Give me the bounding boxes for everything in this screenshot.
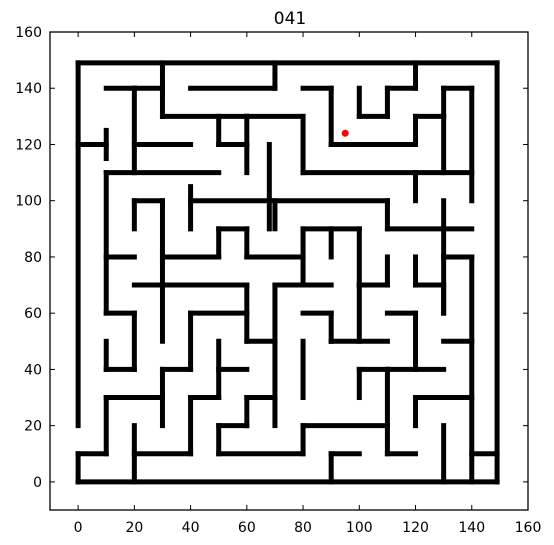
- y-tick-label: 80: [24, 250, 42, 266]
- x-tick-label: 100: [346, 520, 373, 536]
- y-tick-label: 140: [15, 81, 42, 97]
- y-tick-label: 60: [24, 306, 42, 322]
- y-tick-label: 160: [15, 25, 42, 41]
- maze-walls: [75, 60, 500, 485]
- y-tick-label: 40: [24, 362, 42, 378]
- chart-title: 041: [274, 9, 306, 29]
- y-tick-label: 0: [33, 475, 42, 491]
- x-tick-label: 20: [125, 520, 143, 536]
- x-tick-label: 80: [294, 520, 312, 536]
- y-axis: 0 20 40 60 80 100 120 140 160: [15, 25, 528, 491]
- marker-layer: [341, 129, 349, 137]
- x-tick-label: 40: [182, 520, 200, 536]
- y-tick-label: 120: [15, 137, 42, 153]
- x-tick-label: 0: [74, 520, 83, 536]
- y-tick-label: 20: [24, 419, 42, 435]
- x-tick-label: 120: [402, 520, 429, 536]
- x-tick-label: 60: [238, 520, 256, 536]
- y-tick-label: 100: [15, 194, 42, 210]
- x-tick-label: 160: [515, 520, 542, 536]
- plot-frame: [49, 31, 529, 511]
- x-axis: 0 20 40 60 80 100 120 140 160: [74, 32, 542, 536]
- agent-marker: [341, 129, 349, 137]
- x-tick-label: 140: [458, 520, 485, 536]
